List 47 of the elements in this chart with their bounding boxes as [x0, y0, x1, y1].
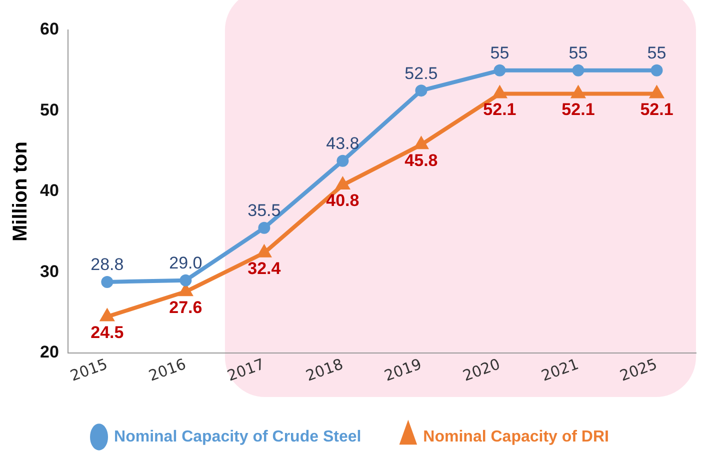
data-label: 24.5	[90, 322, 124, 342]
point	[414, 138, 428, 150]
x-tick-label: 2016	[146, 354, 188, 385]
legend-label: Nominal Capacity of DRI	[423, 428, 609, 446]
data-label: 35.5	[248, 201, 281, 220]
y-axis-title: Million ton	[10, 142, 32, 242]
y-tick-label: 40	[40, 181, 59, 200]
x-tick-label: 2021	[538, 354, 581, 385]
x-tick-label: 2019	[382, 354, 424, 385]
data-label: 29.0	[169, 254, 202, 273]
point	[650, 86, 664, 98]
x-tick-label: 2020	[460, 354, 502, 385]
x-tick-label: 2015	[68, 354, 110, 385]
point	[572, 86, 585, 98]
x-tick-label: 2018	[303, 354, 346, 385]
point	[258, 222, 270, 234]
point	[415, 84, 428, 97]
data-label: 52.1	[562, 100, 595, 119]
point	[494, 64, 506, 76]
y-tick-label: 30	[40, 262, 59, 281]
point	[180, 274, 192, 286]
point	[179, 284, 192, 296]
y-tick-label: 50	[40, 100, 59, 120]
data-label: 27.6	[169, 298, 202, 317]
point	[493, 86, 506, 98]
point	[336, 154, 349, 167]
y-tick-label: 60	[40, 20, 59, 39]
data-label: 40.8	[326, 191, 360, 210]
data-label: 55	[568, 44, 588, 63]
point	[101, 276, 114, 288]
data-label: 55	[490, 44, 510, 63]
data-label: 45.8	[404, 150, 438, 170]
y-tick-label: 20	[40, 342, 59, 362]
legend-label: Nominal Capacity of Crude Steel	[114, 428, 362, 446]
data-label: 52.1	[483, 100, 516, 119]
point	[650, 64, 663, 76]
point	[336, 178, 350, 190]
point	[572, 64, 584, 76]
x-tick-label: 2025	[617, 354, 660, 385]
x-tick-label: 2017	[224, 354, 267, 385]
data-label: 28.8	[90, 255, 124, 274]
data-label: 32.4	[248, 259, 282, 278]
data-label: 43.8	[326, 134, 360, 154]
point	[258, 246, 271, 258]
data-label: 52.5	[404, 64, 438, 83]
data-label: 52.1	[640, 100, 674, 119]
data-label: 55	[647, 44, 666, 63]
